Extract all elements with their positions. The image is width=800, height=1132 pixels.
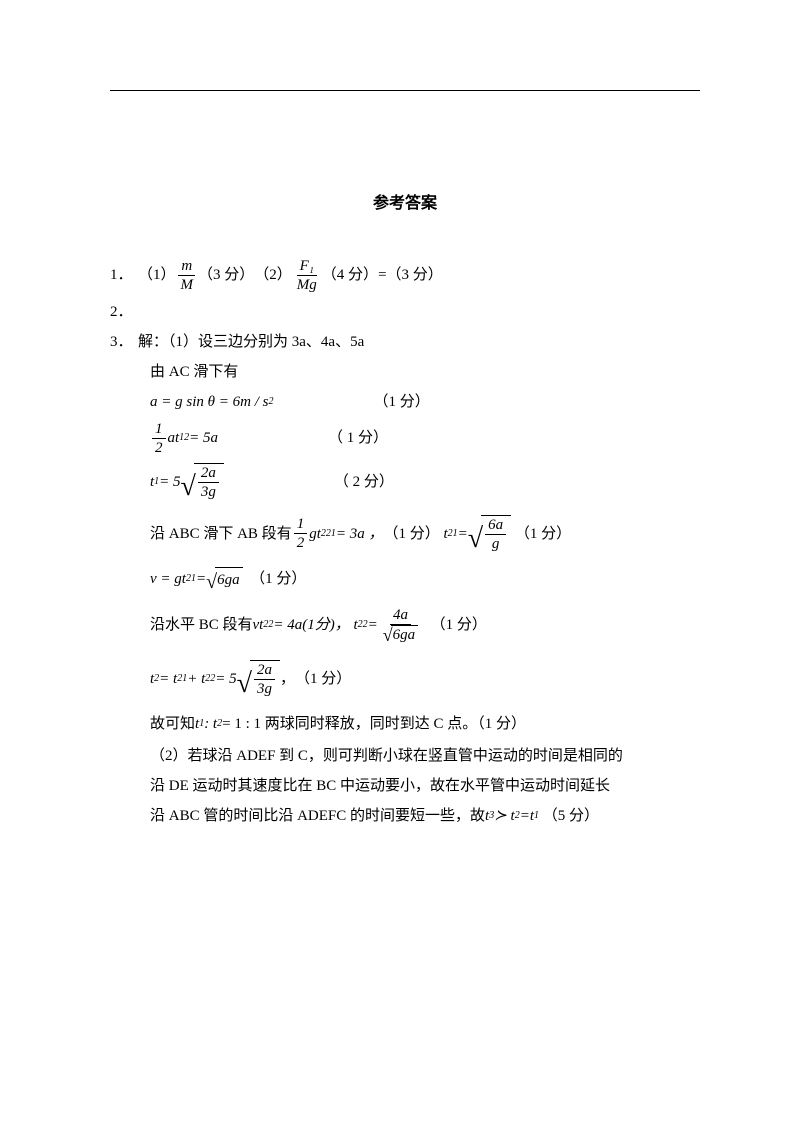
q3-abc: 沿 ABC 滑下 AB 段有 1 2 gt221 = 3a ， （1 分） t2… [110,515,700,553]
q3-p2a: （2）若球沿 ADEF 到 C，则可判断小球在竖直管中运动的时间是相同的 [110,744,700,768]
q3-eq3: t1 = 5 √ 2a 3g （ 2 分） [110,463,700,501]
q3-head-text: 解：（1）设三边分别为 3a、4a、5a [138,330,364,354]
q1-frac1: m M [178,257,197,294]
q1-score3: （3 分） [387,263,443,287]
q1-score2: （4 分） [322,263,378,287]
q3-eq6: v = gt21 = √ 6ga （1 分） [110,567,700,592]
q3-eq1: a = g sin θ = 6m / s2 （1 分） [110,390,700,414]
q2-line: 2． [110,300,700,324]
page: 参考答案 1． （1） m M （3 分） （2） F₁ Mg （4 分） = … [0,0,800,828]
q1-p2-label: （2） [254,263,292,287]
top-rule [110,90,700,91]
q3-eq9: t2 = t21 + t22 = 5 √ 2a 3g ， （1 分） [110,660,700,698]
q3-head: 3． 解：（1）设三边分别为 3a、4a、5a [110,330,700,354]
page-title: 参考答案 [110,191,700,217]
q1-score1: （3 分） [198,263,254,287]
q2-number: 2． [110,300,138,324]
q3-number: 3． [110,330,138,354]
q3-eq2: 1 2 at12 = 5a （ 1 分） [110,420,700,457]
q3-bc: 沿水平 BC 段有 vt22 = 4a(1分)， t22 = 4a √ 6ga … [110,606,700,644]
q1-frac2: F₁ Mg [294,257,320,294]
q1-number: 1． [110,263,138,287]
q1-p1-label: （1） [138,263,176,287]
q1-line: 1． （1） m M （3 分） （2） F₁ Mg （4 分） = （3 分） [110,257,700,294]
q3-p2c: 沿 ABC 管的时间比沿 ADEFC 的时间要短一些，故 t3 ≻ t2 =t1… [110,804,700,828]
q3-ratio: 故可知 t1 : t2 = 1 : 1 两球同时释放，同时到达 C 点。（1 分… [110,712,700,736]
q3-ac: 由 AC 滑下有 [110,360,700,384]
q1-eq: = [378,263,386,287]
q3-p2b: 沿 DE 运动时其速度比在 BC 中运动要小，故在水平管中运动时间延长 [110,774,700,798]
